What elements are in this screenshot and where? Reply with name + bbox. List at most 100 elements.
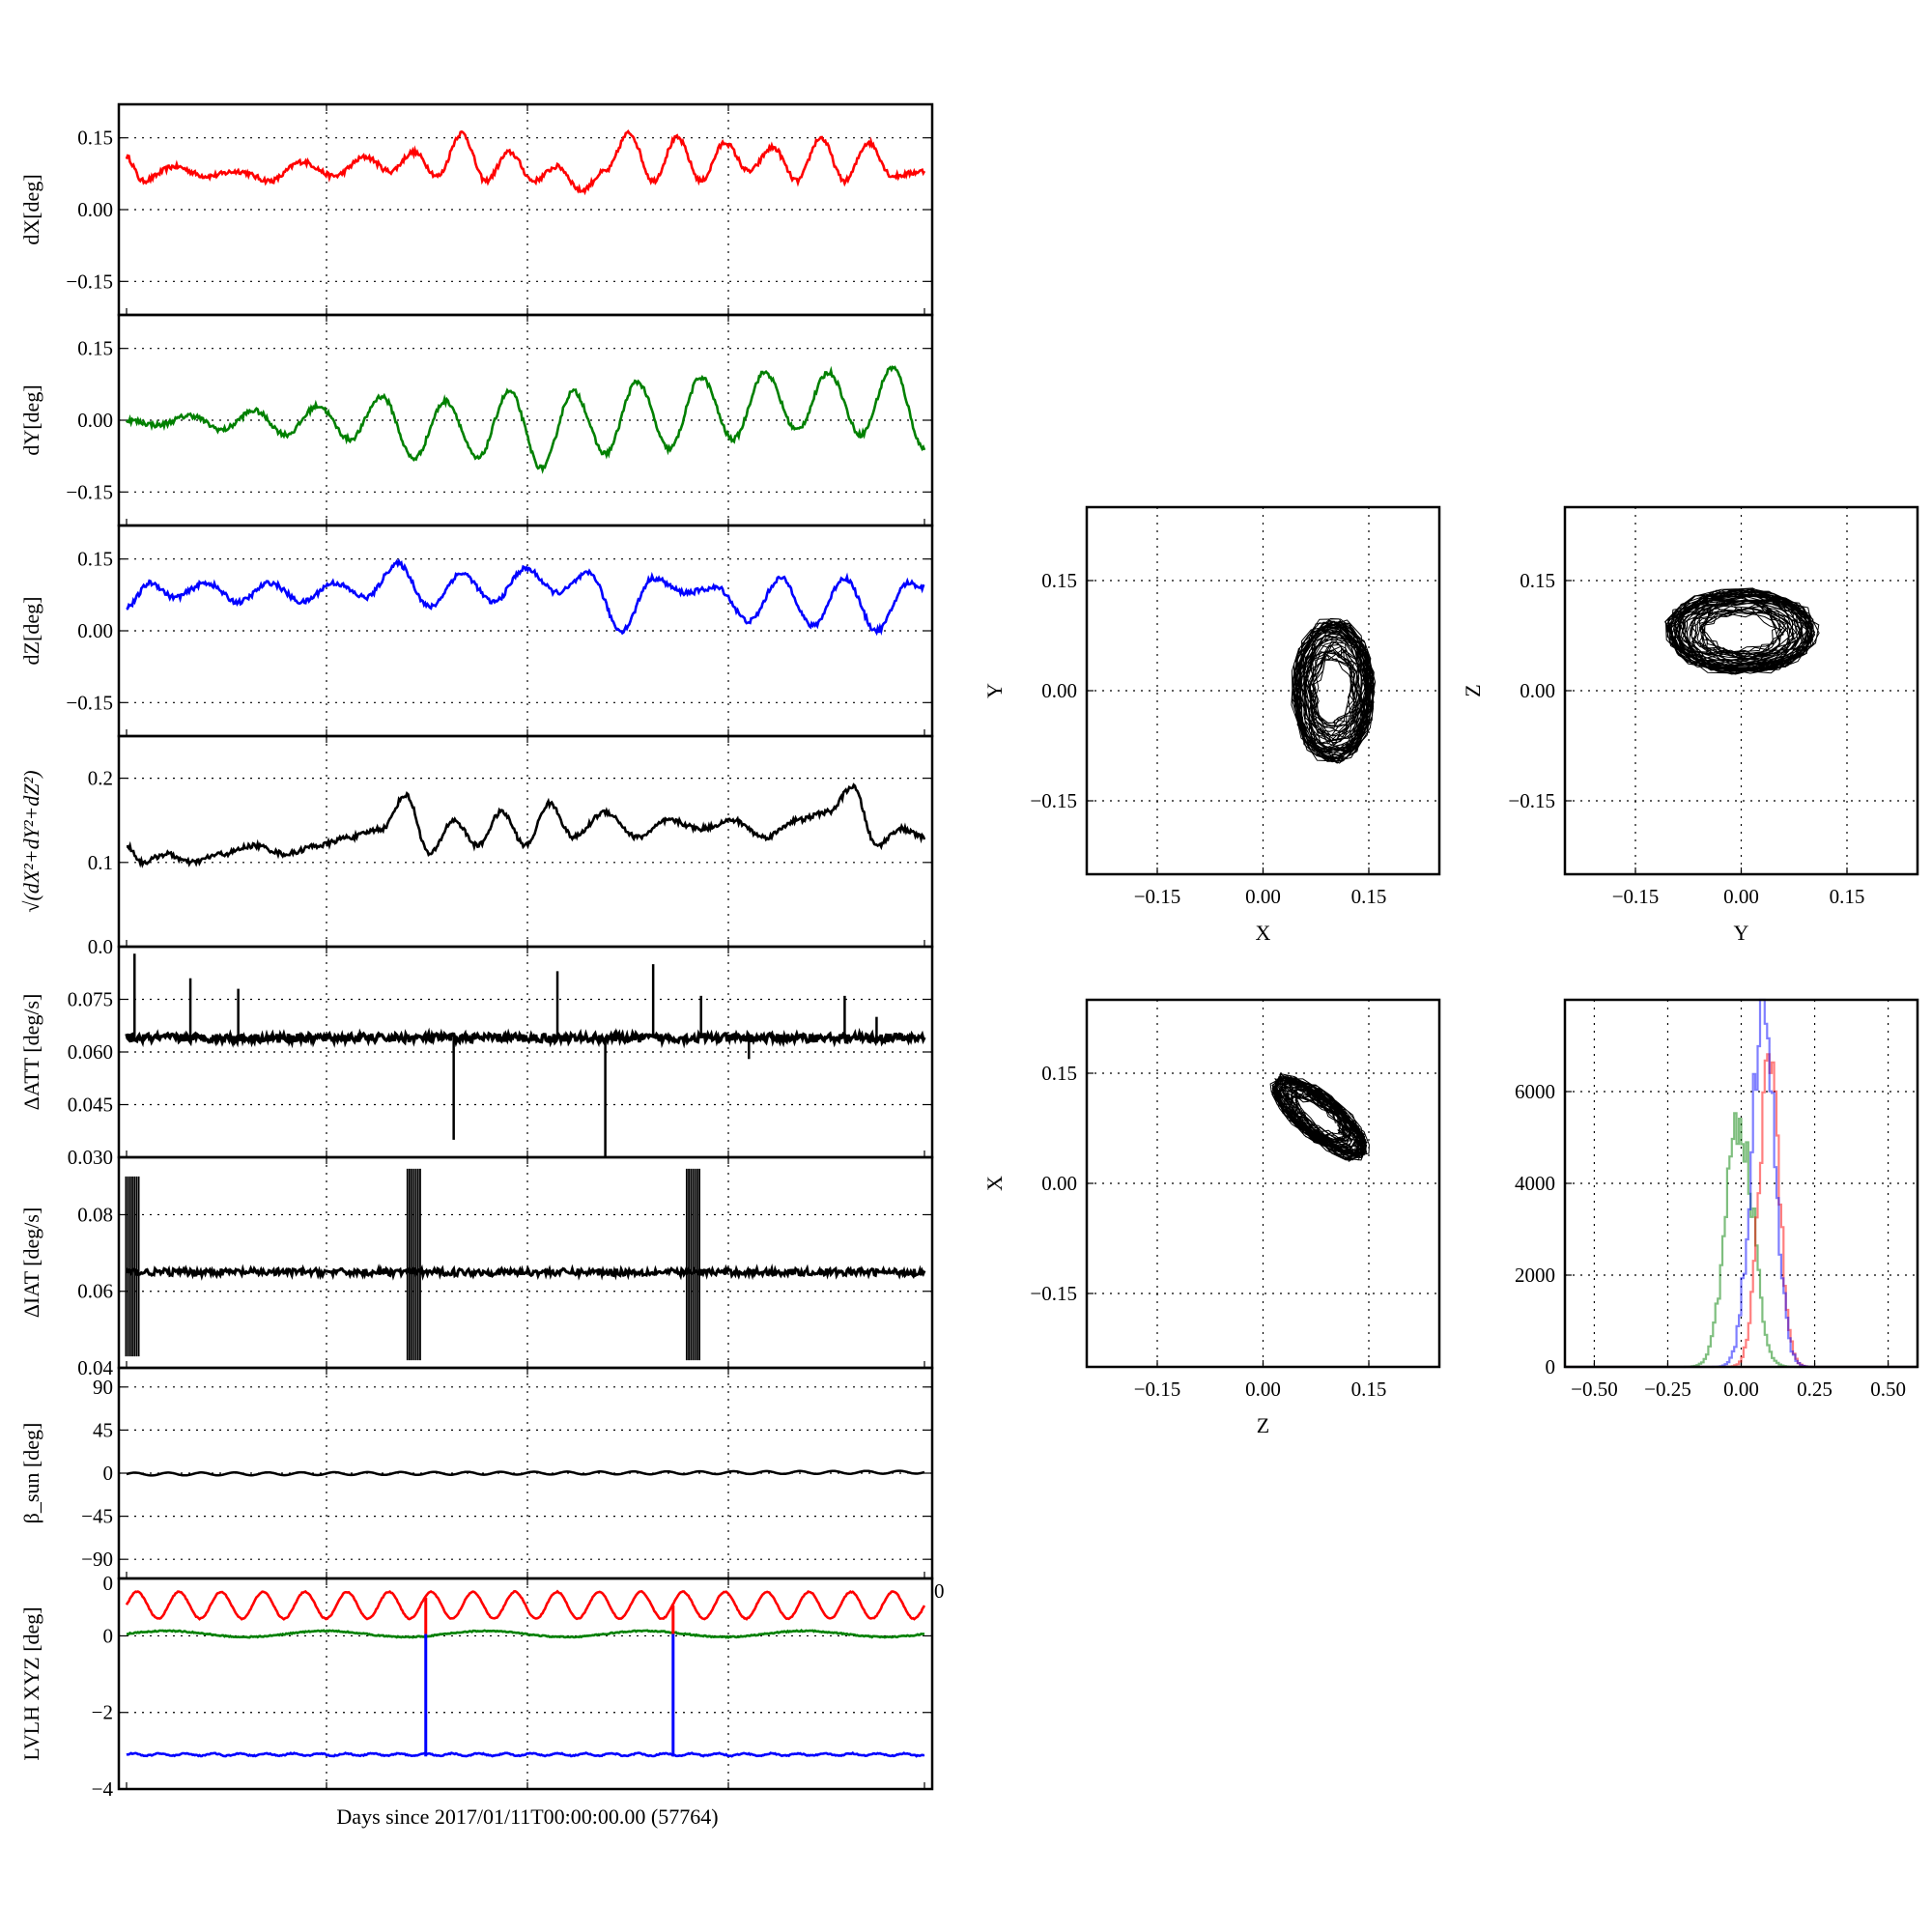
y-tick-label: −45 [81,1505,113,1528]
y-tick-label: 0.00 [1041,1172,1077,1195]
y-tick-label: −0.15 [66,691,113,714]
y-tick-label: −0.15 [1030,789,1077,812]
panel-dATT: 0.030 0.045 0.060 0.075 ΔATT [deg/s] [19,945,934,1169]
x-tick-label: 0.00 [1245,885,1281,908]
panel-frame [117,313,934,527]
y-tick-label: 0.030 [68,1146,113,1169]
x-tick-label: 0.15 [1351,1378,1387,1401]
y-tick-label: 4000 [1515,1172,1555,1195]
series-line [126,1469,925,1477]
y-tick-label: 0.15 [1041,1062,1077,1085]
y-axis-label: X [982,1176,1007,1191]
x-tick-label: 0.00 [1723,1378,1759,1401]
panel-beta: −90 −45 0 45 90 β_sun [deg] [19,1366,934,1580]
scatter-XY: −0.15 −0.15 0.00 0.00 0.15 0.15 X Y [982,505,1441,945]
y-tick-label: 90 [93,1376,113,1399]
data-mag [127,782,926,868]
data-dZ [126,557,925,637]
y-axis-label: β_sun [deg] [19,1423,43,1524]
y-tick-label: 0.00 [1041,679,1077,702]
y-tick-label: −0.15 [66,480,113,503]
y-tick-label: 45 [93,1418,113,1441]
y-axis-label: ΔATT [deg/s] [19,994,43,1111]
series-line [125,365,926,474]
x-tick-label: −0.50 [1571,1378,1618,1401]
x-tick-label: −0.15 [1134,885,1181,908]
x-axis-label: Y [1734,921,1749,945]
y-tick-label: −0.15 [1508,789,1555,812]
y-tick-label: 0.075 [68,988,113,1011]
y-tick-label: 0.04 [77,1356,113,1379]
y-tick-label: 0.08 [77,1203,113,1226]
y-axis-label: Y [982,683,1007,698]
y-axis-label: dY[deg] [19,384,43,455]
x-tick-label: 0.15 [1351,885,1387,908]
panel-frame [1563,998,1919,1369]
panel-dX: −0.15 0.00 0.15 dX[deg] [19,102,934,317]
panel-frame [1085,998,1441,1369]
y-tick-label: 0.15 [77,548,113,571]
panel-frame [117,1155,934,1370]
series-line [127,782,926,868]
y-tick-label: 0.15 [1520,569,1555,592]
y-tick-label: 6000 [1515,1080,1555,1103]
y-tick-label: 0.00 [77,619,113,642]
y-tick-label: 0 [103,1624,114,1647]
series-line [126,1629,925,1639]
scatter-YZ: −0.15 −0.15 0.00 0.00 0.15 0.15 Y Z [1461,505,1919,945]
panel-frame [1085,505,1441,876]
series-line [126,1750,925,1758]
panel-frame [117,1577,934,1791]
data-beta [126,1469,925,1477]
y-tick-label: 0.045 [68,1094,113,1117]
y-tick-label: 0.15 [1041,569,1077,592]
y-axis-label: LVLH XYZ [deg] [19,1606,43,1760]
panel-dIAT: 0.04 0.06 0.08 ΔIAT [deg/s] [19,1155,934,1379]
y-tick-label: 2000 [1515,1264,1555,1287]
y-tick-label: 0.00 [77,409,113,432]
panel-mag: 0.0 0.1 0.2 √(dX²+dY²+dZ²) [19,734,934,958]
y-tick-label: −0.15 [66,270,113,293]
series-line [125,1027,926,1049]
y-axis-label: dX[deg] [19,174,43,244]
histogram: −0.50 −0.25 0.00 0.25 0.50 0 2000 4000 6000 [1515,998,1919,1401]
y-tick-label: 0.0 [88,935,113,958]
y-axis-label: dZ[deg] [19,597,43,666]
y-axis-label: Z [1461,684,1485,696]
time-axis-label: Days since 2017/01/11T00:00:00.00 (57764… [336,1804,718,1829]
panel-frame [117,524,934,738]
y-tick-label: 0.00 [1520,679,1555,702]
series-line [126,557,925,637]
panel-frame [117,945,934,1159]
x-tick-label: 0.50 [1870,1378,1906,1401]
panel-frame [117,102,934,317]
data-dX [125,129,926,196]
x-tick-label: 0.00 [1723,885,1759,908]
data-dIAT [125,1168,926,1361]
corner-label: 0 [103,1572,114,1595]
data-dATT [125,953,926,1157]
x-tick-label: 0.00 [1245,1378,1281,1401]
series-line [125,1589,926,1621]
data-lvlh [125,1589,926,1758]
y-tick-label: 0 [1546,1355,1556,1378]
panel-dY: −0.15 0.00 0.15 dY[deg] [19,313,934,527]
panel-lvlh: −4 −2 0 0 0 LVLH XYZ [deg] [19,1572,945,1801]
panel-frame [117,734,934,949]
scatter-trace [1664,587,1820,675]
series-line [125,1264,926,1281]
scatter-trace [1291,617,1377,764]
x-tick-label: 0.15 [1830,885,1865,908]
y-tick-label: 0 [103,1462,114,1485]
y-tick-label: 0.06 [77,1280,113,1303]
panel-dZ: −0.15 0.00 0.15 dZ[deg] [19,524,934,738]
y-axis-label: √(dX²+dY²+dZ²) [19,770,43,912]
scatter-ZX: −0.15 −0.15 0.00 0.00 0.15 0.15 Z X [982,998,1441,1437]
x-tick-label: −0.25 [1644,1378,1691,1401]
y-tick-label: 0.00 [77,198,113,221]
y-tick-label: 0.2 [88,767,113,790]
x-tick-label: −0.15 [1134,1378,1181,1401]
y-tick-label: −4 [92,1777,114,1801]
scatter-trace [1269,1073,1370,1162]
